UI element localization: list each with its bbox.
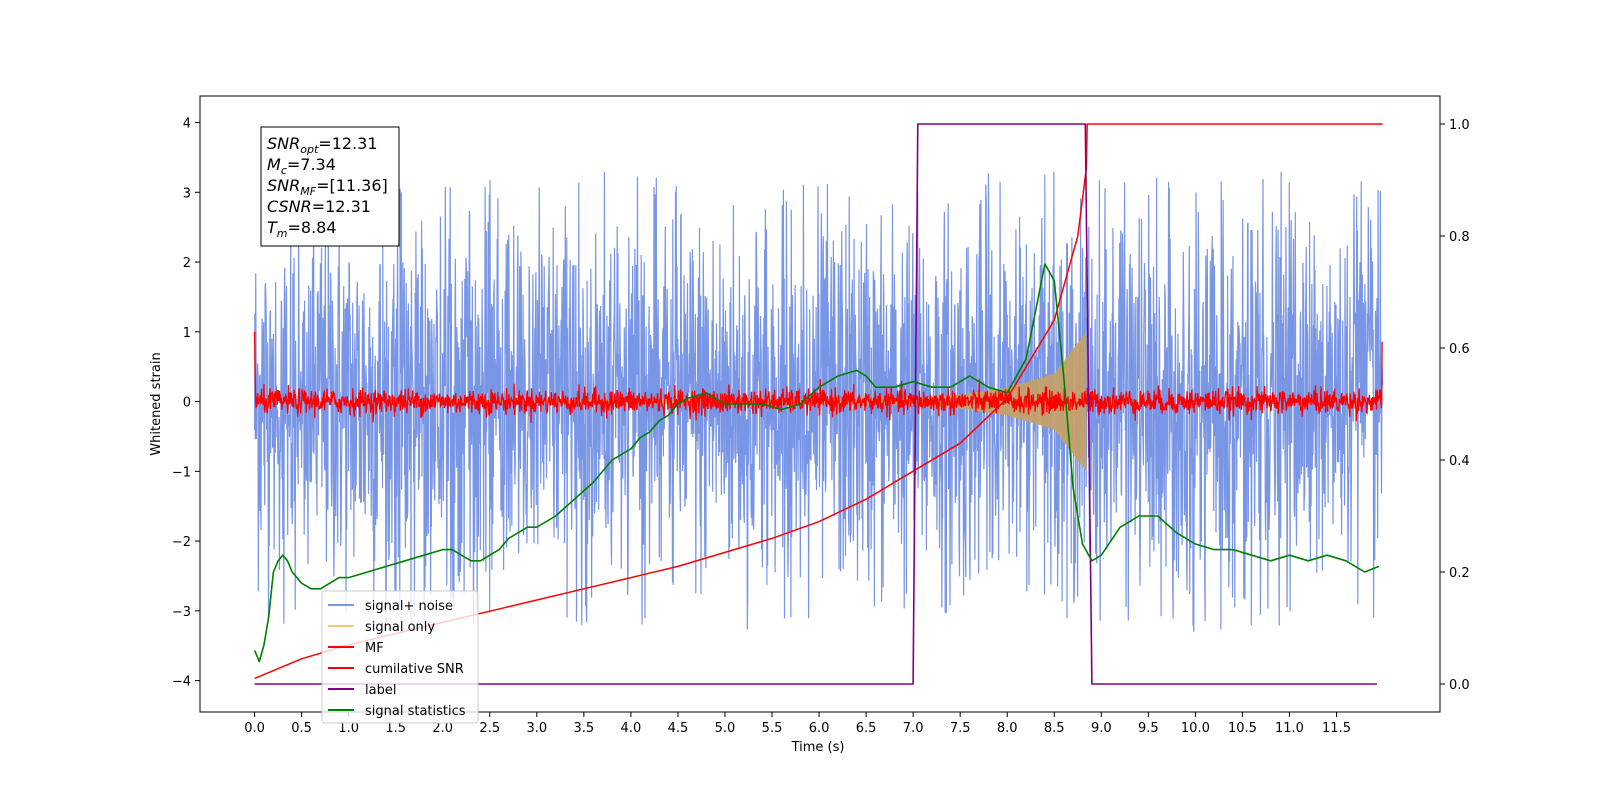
x-axis: 0.0 0.5 1.0 1.5 2.0 2.5 3.0 3.5 4.0 4.5 5.0 5.5 6.0 6…	[244, 712, 1351, 736]
series-signal-statistics	[253, 263, 1380, 663]
y-axis-left: 4 3 2 1 0 −1 −2 −3 −4	[172, 117, 200, 690]
info-symbol: M	[267, 155, 281, 174]
x-tick-label: 0.0	[244, 721, 265, 736]
series-label	[254, 123, 1377, 685]
x-tick-label: 9.5	[1138, 721, 1159, 736]
info-symbol: SNR	[267, 176, 300, 195]
info-value: =8.84	[288, 218, 337, 237]
y-tick-label: −1	[172, 465, 191, 480]
x-tick-label: 7.0	[903, 721, 924, 736]
x-tick-label: 6.0	[809, 721, 830, 736]
info-symbol: CSNR	[267, 197, 312, 216]
info-subscript: c	[281, 164, 287, 177]
legend-frame	[321, 590, 479, 724]
x-tick-label: 1.0	[338, 721, 359, 736]
y-tick-label: 2	[183, 256, 191, 271]
y2-tick-label: 1.0	[1449, 118, 1470, 133]
y2-tick-label: 0.0	[1449, 678, 1470, 693]
y-axis-right: 1.0 0.8 0.6 0.4 0.2 0.0	[1440, 118, 1470, 693]
y2-tick-label: 0.2	[1449, 566, 1470, 581]
y2-tick-label: 0.6	[1449, 342, 1470, 357]
info-value: =12.31	[318, 134, 377, 153]
x-tick-label: 8.0	[997, 721, 1018, 736]
y2-tick-label: 0.8	[1449, 230, 1470, 245]
x-tick-label: 0.5	[291, 721, 312, 736]
y-tick-label: 4	[183, 117, 191, 132]
x-tick-label: 4.0	[621, 721, 642, 736]
info-subscript: m	[277, 227, 288, 240]
y-tick-label: −3	[172, 605, 191, 620]
y-axis-label: Whitened strain	[149, 352, 164, 455]
plot-frame	[199, 95, 1441, 713]
x-tick-label: 2.5	[479, 721, 500, 736]
legend-label: signal only	[365, 620, 435, 635]
info-line: SNRopt=12.31	[267, 134, 378, 156]
info-box-frame	[260, 126, 400, 247]
info-value: =[11.36]	[316, 176, 388, 195]
x-tick-label: 10.5	[1228, 721, 1257, 736]
x-tick-label: 9.0	[1091, 721, 1112, 736]
info-value: =12.31	[312, 197, 371, 216]
y-tick-label: 1	[183, 326, 191, 341]
x-tick-label: 6.5	[856, 721, 877, 736]
y2-tick-label: 0.4	[1449, 454, 1470, 469]
info-subscript: opt	[300, 143, 319, 156]
x-tick-label: 10.0	[1181, 721, 1210, 736]
x-tick-label: 7.5	[950, 721, 971, 736]
x-tick-label: 2.0	[432, 721, 453, 736]
info-box: SNRopt=12.31Mc=7.34SNRMF=[11.36]CSNR=12.…	[260, 126, 400, 247]
x-tick-label: 3.5	[574, 721, 595, 736]
info-subscript: MF	[300, 185, 316, 198]
info-value: =7.34	[287, 155, 336, 174]
series-signal-plus-noise	[254, 171, 1384, 632]
y-tick-label: −2	[172, 535, 191, 550]
legend-label: label	[365, 683, 396, 698]
y-tick-label: −4	[172, 675, 191, 690]
series-mf	[253, 331, 1383, 423]
x-tick-label: 11.5	[1322, 721, 1351, 736]
legend-label: MF	[365, 641, 384, 656]
x-axis-label: Time (s)	[791, 740, 845, 755]
x-tick-label: 1.5	[385, 721, 406, 736]
legend-label: signal+ noise	[365, 599, 453, 614]
legend: signal+ noise signal only MF cumilative SNR…	[321, 590, 479, 724]
info-line: CSNR=12.31	[267, 197, 371, 216]
x-tick-label: 11.0	[1275, 721, 1304, 736]
info-symbol: SNR	[267, 134, 300, 153]
legend-label: signal statistics	[365, 704, 466, 719]
legend-label: cumilative SNR	[365, 662, 464, 677]
x-tick-label: 8.5	[1044, 721, 1065, 736]
info-line: Tm=8.84	[267, 218, 337, 240]
y-tick-label: 3	[183, 186, 191, 201]
x-tick-label: 5.0	[715, 721, 736, 736]
x-tick-label: 3.0	[526, 721, 547, 736]
x-tick-label: 5.5	[762, 721, 783, 736]
info-line: SNRMF=[11.36]	[267, 176, 388, 198]
info-line: Mc=7.34	[267, 155, 336, 177]
info-symbol: T	[267, 218, 278, 237]
x-tick-label: 4.5	[668, 721, 689, 736]
y-tick-label: 0	[183, 396, 191, 411]
